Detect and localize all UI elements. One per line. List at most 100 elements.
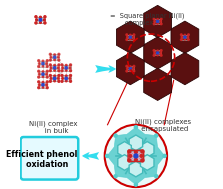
Circle shape bbox=[65, 64, 67, 66]
Circle shape bbox=[58, 53, 60, 55]
Circle shape bbox=[44, 22, 46, 24]
Circle shape bbox=[38, 66, 40, 67]
Circle shape bbox=[58, 74, 60, 77]
Circle shape bbox=[129, 68, 131, 70]
Circle shape bbox=[49, 80, 51, 82]
Circle shape bbox=[134, 158, 137, 161]
Polygon shape bbox=[171, 21, 199, 53]
Circle shape bbox=[130, 34, 131, 36]
Circle shape bbox=[155, 175, 158, 178]
Circle shape bbox=[130, 70, 131, 71]
Polygon shape bbox=[116, 53, 144, 85]
Circle shape bbox=[70, 74, 72, 77]
Circle shape bbox=[35, 16, 37, 18]
Circle shape bbox=[50, 56, 52, 58]
Circle shape bbox=[65, 75, 67, 77]
Polygon shape bbox=[129, 135, 143, 151]
Circle shape bbox=[134, 154, 138, 158]
Circle shape bbox=[129, 155, 132, 157]
Circle shape bbox=[54, 80, 56, 82]
Circle shape bbox=[114, 175, 117, 178]
Polygon shape bbox=[171, 53, 199, 85]
Circle shape bbox=[65, 80, 67, 82]
Circle shape bbox=[61, 74, 63, 77]
Circle shape bbox=[49, 74, 51, 77]
Circle shape bbox=[133, 36, 134, 38]
Circle shape bbox=[126, 36, 128, 38]
Circle shape bbox=[70, 80, 72, 82]
Text: Ni(II) complex
   in bulk: Ni(II) complex in bulk bbox=[29, 120, 78, 133]
Circle shape bbox=[50, 67, 52, 69]
Circle shape bbox=[70, 70, 72, 72]
Circle shape bbox=[46, 84, 47, 86]
Circle shape bbox=[140, 155, 143, 157]
Circle shape bbox=[134, 183, 137, 186]
Circle shape bbox=[57, 77, 59, 79]
Circle shape bbox=[42, 60, 44, 62]
Circle shape bbox=[58, 70, 60, 72]
Circle shape bbox=[53, 67, 56, 69]
Circle shape bbox=[126, 68, 128, 69]
Circle shape bbox=[126, 34, 128, 36]
Circle shape bbox=[160, 55, 162, 56]
Circle shape bbox=[130, 66, 131, 67]
Circle shape bbox=[130, 39, 131, 40]
Circle shape bbox=[61, 64, 63, 66]
Circle shape bbox=[153, 55, 155, 56]
Circle shape bbox=[54, 69, 56, 71]
Circle shape bbox=[58, 80, 60, 82]
Circle shape bbox=[39, 19, 42, 21]
Circle shape bbox=[54, 59, 56, 61]
Circle shape bbox=[42, 84, 44, 86]
Circle shape bbox=[42, 62, 44, 65]
Circle shape bbox=[154, 52, 155, 54]
FancyBboxPatch shape bbox=[21, 137, 78, 180]
Circle shape bbox=[36, 19, 37, 21]
Circle shape bbox=[61, 80, 63, 82]
Circle shape bbox=[114, 134, 117, 137]
FancyBboxPatch shape bbox=[128, 150, 144, 162]
Circle shape bbox=[187, 36, 189, 38]
Circle shape bbox=[184, 39, 186, 40]
Circle shape bbox=[38, 73, 40, 75]
Circle shape bbox=[157, 19, 158, 20]
Circle shape bbox=[35, 22, 37, 24]
Circle shape bbox=[38, 60, 40, 62]
Circle shape bbox=[141, 159, 144, 162]
Circle shape bbox=[38, 70, 40, 72]
Circle shape bbox=[43, 19, 45, 21]
Circle shape bbox=[58, 64, 60, 66]
Circle shape bbox=[184, 36, 186, 38]
Circle shape bbox=[128, 150, 131, 153]
Circle shape bbox=[157, 50, 158, 52]
Circle shape bbox=[46, 81, 48, 83]
Circle shape bbox=[57, 67, 59, 69]
Circle shape bbox=[49, 59, 51, 61]
Polygon shape bbox=[116, 21, 144, 53]
Circle shape bbox=[133, 70, 135, 72]
Circle shape bbox=[46, 66, 48, 67]
Circle shape bbox=[153, 23, 155, 25]
Circle shape bbox=[50, 77, 52, 79]
Text: Efficient phenol
    oxidation: Efficient phenol oxidation bbox=[6, 150, 77, 169]
Circle shape bbox=[105, 125, 167, 187]
Circle shape bbox=[39, 16, 41, 18]
Circle shape bbox=[181, 36, 183, 38]
Circle shape bbox=[62, 67, 64, 69]
Circle shape bbox=[157, 52, 159, 54]
Circle shape bbox=[65, 69, 67, 71]
Circle shape bbox=[42, 65, 44, 67]
Circle shape bbox=[180, 39, 182, 40]
Circle shape bbox=[53, 77, 56, 80]
Circle shape bbox=[42, 71, 44, 73]
Polygon shape bbox=[144, 37, 171, 69]
Circle shape bbox=[106, 154, 109, 157]
Circle shape bbox=[157, 20, 159, 22]
Circle shape bbox=[54, 54, 56, 56]
Circle shape bbox=[65, 67, 68, 69]
Circle shape bbox=[133, 39, 135, 40]
Circle shape bbox=[38, 63, 40, 64]
Polygon shape bbox=[129, 161, 143, 177]
Polygon shape bbox=[118, 155, 131, 170]
Circle shape bbox=[42, 76, 44, 77]
